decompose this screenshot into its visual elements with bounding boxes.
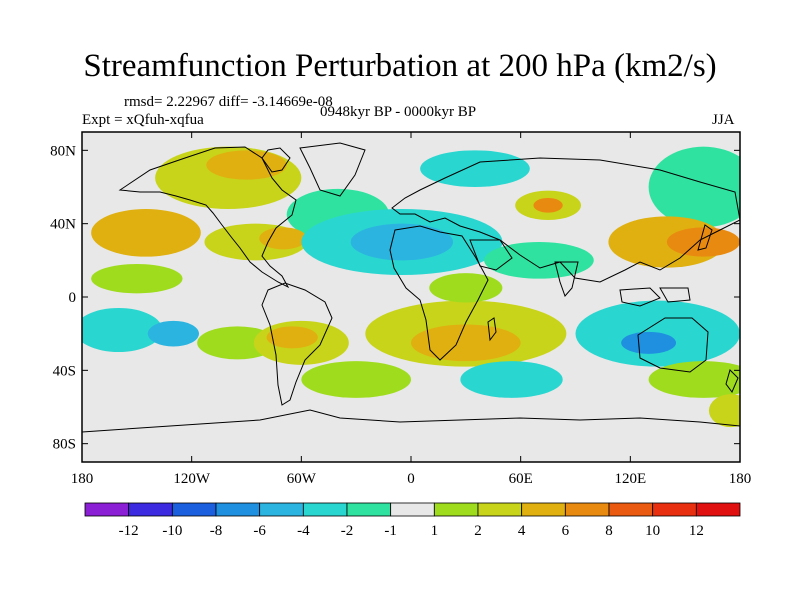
field-blob — [301, 361, 411, 398]
x-tick-label: 60E — [509, 471, 533, 487]
colorbar-box — [477, 502, 523, 517]
colorbar-box — [259, 502, 304, 517]
field-blob — [82, 308, 163, 352]
field-blob — [259, 227, 307, 250]
field-blob — [206, 150, 287, 180]
colorbar-label: 6 — [562, 523, 570, 539]
colorbar-label: -6 — [253, 523, 266, 539]
season-label: JJA — [712, 112, 735, 128]
colorbar-box — [171, 502, 217, 517]
colorbar-label: 8 — [605, 523, 613, 539]
colorbar-label: 1 — [431, 523, 439, 539]
field-blob — [91, 209, 201, 257]
field-blob — [460, 361, 563, 398]
colorbar-box — [521, 502, 566, 517]
colorbar-label: -10 — [162, 523, 182, 539]
colorbar-label: -4 — [297, 523, 310, 539]
colorbar-box — [128, 502, 173, 517]
colorbar-box — [390, 502, 435, 517]
coastlines — [82, 142, 740, 433]
period-label: 0948kyr BP - 0000kyr BP — [320, 104, 477, 120]
y-tick-label: 0 — [69, 290, 77, 306]
colorbar-label: -8 — [210, 523, 223, 539]
field-blob — [621, 331, 677, 354]
axis-ticks: 180 120W 60W 0 60E 120E 180 80N 40N 0 40S 80S — [50, 132, 751, 487]
x-tick-label: 60W — [287, 471, 317, 487]
colorbar-label: 2 — [474, 523, 482, 539]
y-tick-label: 80S — [53, 437, 76, 453]
field-blob — [411, 324, 521, 362]
field-blob — [429, 273, 503, 303]
x-tick-label: 180 — [729, 471, 752, 487]
field-blob — [708, 394, 740, 428]
field-blob — [648, 361, 740, 398]
colorbar-box — [564, 502, 610, 517]
x-tick-label: 120E — [614, 471, 646, 487]
experiment-label: Expt = xQfuh-xqfua — [82, 112, 204, 128]
field-blob — [648, 146, 740, 228]
y-tick-label: 80N — [50, 143, 76, 159]
colorbar-label: -2 — [341, 523, 354, 539]
field-blob — [266, 326, 318, 349]
colorbar-label: 10 — [645, 523, 660, 539]
colorbar-box — [215, 502, 261, 517]
colorbar: -12 -10 -8 -6 -4 -2 -1 1 2 4 6 8 10 12 — [84, 502, 741, 539]
field-blob — [147, 320, 199, 347]
y-tick-label: 40N — [50, 217, 76, 233]
colorbar-box — [433, 502, 479, 517]
field-blob — [350, 223, 454, 261]
colorbar-box — [346, 502, 392, 517]
x-tick-label: 180 — [71, 471, 94, 487]
colorbar-box — [84, 502, 130, 517]
field-blob — [533, 198, 563, 213]
colorbar-box — [695, 502, 741, 517]
chart-title: Streamfunction Perturbation at 200 hPa (… — [83, 48, 717, 84]
colorbar-box — [652, 502, 697, 517]
stats-label: rmsd= 2.22967 diff= -3.14669e-08 — [124, 94, 333, 110]
field-blob — [484, 242, 594, 279]
x-tick-label: 0 — [407, 471, 415, 487]
field-blob — [666, 227, 740, 257]
field-blob — [91, 264, 183, 294]
field-blob — [420, 150, 530, 188]
colorbar-label: 4 — [518, 523, 526, 539]
colorbar-label: -1 — [384, 523, 397, 539]
y-tick-label: 40S — [53, 363, 76, 379]
colorbar-box — [608, 502, 654, 517]
colorbar-box — [302, 502, 348, 517]
x-tick-label: 120W — [173, 471, 211, 487]
colorbar-label: -12 — [119, 523, 139, 539]
colorbar-label: 12 — [689, 523, 704, 539]
